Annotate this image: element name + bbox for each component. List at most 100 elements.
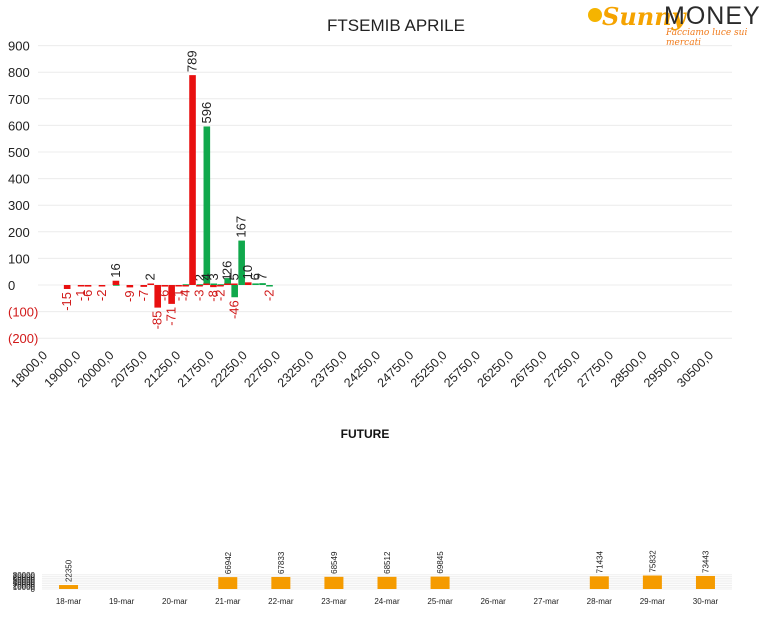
chart2-y-tick-label: 40000 xyxy=(13,578,36,587)
chart1-bar-red xyxy=(161,285,168,287)
chart1-data-label: 26 xyxy=(220,261,235,275)
chart1-bar-green xyxy=(238,240,245,285)
chart2-x-tick-label: 23-mar xyxy=(321,597,347,606)
chart2-title: FUTURE xyxy=(341,427,390,441)
chart1-y-tick-label: (100) xyxy=(8,305,38,320)
chart1-bar-red xyxy=(210,285,217,288)
chart1-y-tick-label: 800 xyxy=(8,65,30,80)
chart2-x-tick-label: 29-mar xyxy=(640,597,666,606)
chart1-y-tick-label: (200) xyxy=(8,331,38,346)
chart1-bar-green xyxy=(252,283,259,285)
chart1-data-label: -6 xyxy=(157,290,172,302)
chart2-y-tick-label: 30000 xyxy=(13,580,36,589)
chart2-bar xyxy=(218,577,238,589)
chart2-bar xyxy=(324,576,344,589)
chart1-data-label: 4 xyxy=(198,273,213,280)
chart2-data-label: 71434 xyxy=(595,551,604,574)
chart1-x-tick-label: 30500,0 xyxy=(674,348,716,390)
chart2-bar xyxy=(589,576,609,589)
chart1-y-tick-label: 0 xyxy=(8,278,15,293)
chart1-data-label: 167 xyxy=(234,216,249,238)
sun-icon xyxy=(588,8,602,22)
logo-sunny-text: Sunny xyxy=(602,2,686,31)
chart1-title: FTSEMIB APRILE xyxy=(327,16,465,35)
chart2-bar xyxy=(271,576,291,589)
chart2-x-tick-label: 28-mar xyxy=(587,597,613,606)
chart1-bar-red xyxy=(175,285,182,287)
chart2-bar xyxy=(430,576,450,589)
chart1-bar-red xyxy=(196,285,203,287)
chart1-y-tick-label: 100 xyxy=(8,251,30,266)
chart2-bar xyxy=(377,576,397,589)
chart2-y-tick-label: 80000 xyxy=(13,571,36,580)
chart1-y-tick-label: 600 xyxy=(8,118,30,133)
chart2-data-label: 66942 xyxy=(224,551,233,574)
chart2-data-label: 75832 xyxy=(648,550,657,573)
chart1-bar-red xyxy=(224,283,231,285)
chart1-data-label: 5 xyxy=(226,273,241,280)
chart2-y-tick-label: 70000 xyxy=(13,573,36,582)
chart2-data-label: 67833 xyxy=(277,551,286,574)
chart1-data-label: 6 xyxy=(248,273,263,280)
chart1-data-label: 2 xyxy=(192,274,207,281)
chart1-data-label: -2 xyxy=(94,290,109,302)
chart1-data-label: -15 xyxy=(59,292,74,311)
chart2-bar xyxy=(642,575,662,589)
chart1-bar-red xyxy=(244,282,252,285)
chart2-data-label: 68512 xyxy=(383,551,392,574)
chart2-y-tick-label: 20000 xyxy=(13,581,36,590)
chart1-data-label: 7 xyxy=(255,273,270,280)
chart1-y-tick-label: 900 xyxy=(8,39,30,54)
chart1-data-label: -85 xyxy=(150,311,165,330)
chart1-data-label: -46 xyxy=(227,300,242,319)
chart1-data-label: 789 xyxy=(185,50,200,72)
chart1-data-label: -2 xyxy=(212,290,227,302)
chart2-x-tick-label: 25-mar xyxy=(427,597,453,606)
chart1-data-label: 16 xyxy=(108,263,123,277)
chart2-data-label: 69845 xyxy=(436,551,445,574)
chart1-bar-red xyxy=(182,285,189,287)
chart1-data-label: -6 xyxy=(80,290,95,302)
chart2-x-tick-label: 26-mar xyxy=(480,597,506,606)
chart1-bar-red xyxy=(168,285,175,304)
chart1-bar-red xyxy=(203,283,210,285)
chart1-data-label: 2 xyxy=(143,273,158,280)
chart1-bar-green xyxy=(231,285,238,298)
sunny-money-logo: Sunny MONEY Facciamo luce sui mercati xyxy=(588,2,768,48)
chart1-data-label: -1 xyxy=(73,290,88,302)
chart1-y-tick-label: 400 xyxy=(8,172,30,187)
chart2-data-label: 73443 xyxy=(701,550,710,573)
chart1-bar-red xyxy=(231,283,238,285)
chart1-data-label: -3 xyxy=(192,290,207,302)
chart1-bar-green xyxy=(266,285,273,287)
chart2-x-tick-label: 20-mar xyxy=(162,597,188,606)
chart1-data-label: 3 xyxy=(206,273,221,280)
chart1-bar-green xyxy=(259,283,266,285)
chart1-bar-red xyxy=(140,285,148,287)
chart1-bar-red xyxy=(112,280,120,285)
chart2-x-tick-label: 30-mar xyxy=(693,597,719,606)
chart2-x-tick-label: 27-mar xyxy=(534,597,560,606)
chart1-bar-red xyxy=(63,285,71,289)
chart1-y-tick-label: 300 xyxy=(8,198,30,213)
chart1-bar-green xyxy=(210,283,218,285)
chart2-y-tick-label: 10000 xyxy=(13,583,36,592)
chart1-data-label: -9 xyxy=(122,290,137,302)
logo-tagline: Facciamo luce sui mercati xyxy=(666,28,748,48)
chart1-data-label: -71 xyxy=(164,307,179,326)
chart2-x-tick-label: 21-mar xyxy=(215,597,241,606)
chart2-y-tick-label: 0 xyxy=(31,585,36,594)
chart1-bar-red xyxy=(98,285,106,287)
chart1-data-label: -1 xyxy=(171,290,186,302)
chart1-bar-red xyxy=(77,285,85,287)
chart1-data-label: 596 xyxy=(199,102,214,124)
chart1-y-tick-label: 500 xyxy=(8,145,30,160)
chart1-data-label: 1 xyxy=(219,273,234,280)
chart2-y-tick-label: 60000 xyxy=(13,574,36,583)
chart2-bar xyxy=(695,575,715,589)
logo-money-text: MONEY xyxy=(664,2,761,30)
chart2-x-tick-label: 18-mar xyxy=(56,597,82,606)
chart1-data-label: 10 xyxy=(240,265,255,279)
chart1-data-label: -4 xyxy=(178,290,193,302)
